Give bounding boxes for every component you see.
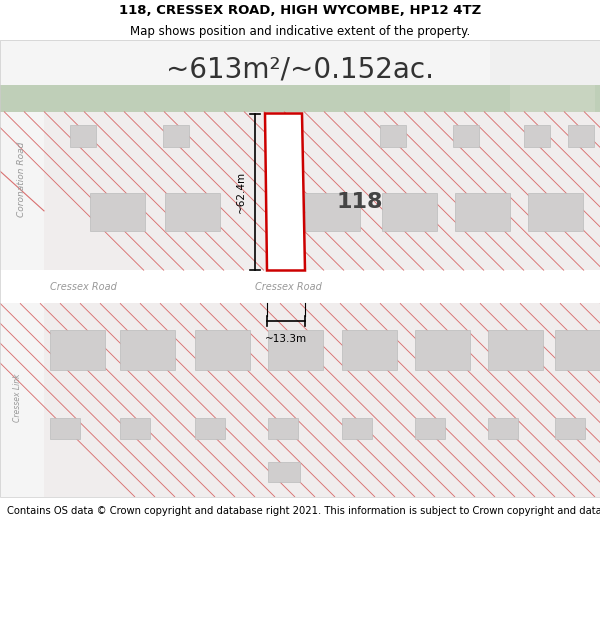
Text: ~62.4m: ~62.4m bbox=[236, 171, 246, 213]
Bar bbox=[380, 126, 406, 148]
Bar bbox=[50, 418, 80, 439]
Bar bbox=[268, 330, 323, 370]
Bar bbox=[90, 193, 145, 231]
Bar bbox=[70, 126, 96, 148]
Bar bbox=[555, 418, 585, 439]
Text: 118: 118 bbox=[337, 192, 383, 212]
Bar bbox=[0, 271, 600, 303]
Bar bbox=[195, 330, 250, 370]
Text: Cressex Link: Cressex Link bbox=[13, 373, 23, 422]
Bar bbox=[555, 330, 600, 370]
Bar bbox=[0, 40, 44, 497]
Bar bbox=[268, 418, 298, 439]
Bar bbox=[195, 418, 225, 439]
Text: Coronation Road: Coronation Road bbox=[17, 141, 26, 217]
Text: ~613m²/~0.152ac.: ~613m²/~0.152ac. bbox=[166, 56, 434, 84]
Bar bbox=[50, 330, 105, 370]
Bar bbox=[342, 330, 397, 370]
Bar bbox=[528, 193, 583, 231]
Text: 118, CRESSEX ROAD, HIGH WYCOMBE, HP12 4TZ: 118, CRESSEX ROAD, HIGH WYCOMBE, HP12 4T… bbox=[119, 4, 481, 16]
Bar bbox=[455, 193, 510, 231]
Bar bbox=[0, 85, 600, 111]
Bar bbox=[568, 126, 594, 148]
Bar bbox=[120, 330, 175, 370]
Bar bbox=[163, 126, 189, 148]
Bar bbox=[342, 418, 372, 439]
Bar bbox=[415, 418, 445, 439]
Text: Map shows position and indicative extent of the property.: Map shows position and indicative extent… bbox=[130, 25, 470, 38]
Bar bbox=[0, 40, 600, 85]
Bar bbox=[524, 126, 550, 148]
Bar bbox=[490, 35, 600, 94]
Bar bbox=[510, 85, 595, 111]
Bar bbox=[305, 193, 360, 231]
Bar bbox=[268, 462, 300, 482]
Text: Cressex Road: Cressex Road bbox=[50, 282, 117, 292]
Bar bbox=[0, 303, 600, 497]
Bar bbox=[165, 193, 220, 231]
Polygon shape bbox=[265, 114, 305, 271]
Bar bbox=[488, 330, 543, 370]
Polygon shape bbox=[0, 171, 44, 271]
Bar bbox=[44, 111, 600, 271]
Text: Cressex Road: Cressex Road bbox=[255, 282, 322, 292]
Bar bbox=[382, 193, 437, 231]
Bar bbox=[488, 418, 518, 439]
Text: Contains OS data © Crown copyright and database right 2021. This information is : Contains OS data © Crown copyright and d… bbox=[7, 506, 600, 516]
Bar bbox=[415, 330, 470, 370]
Bar bbox=[120, 418, 150, 439]
Bar bbox=[453, 126, 479, 148]
Text: ~13.3m: ~13.3m bbox=[265, 334, 307, 344]
